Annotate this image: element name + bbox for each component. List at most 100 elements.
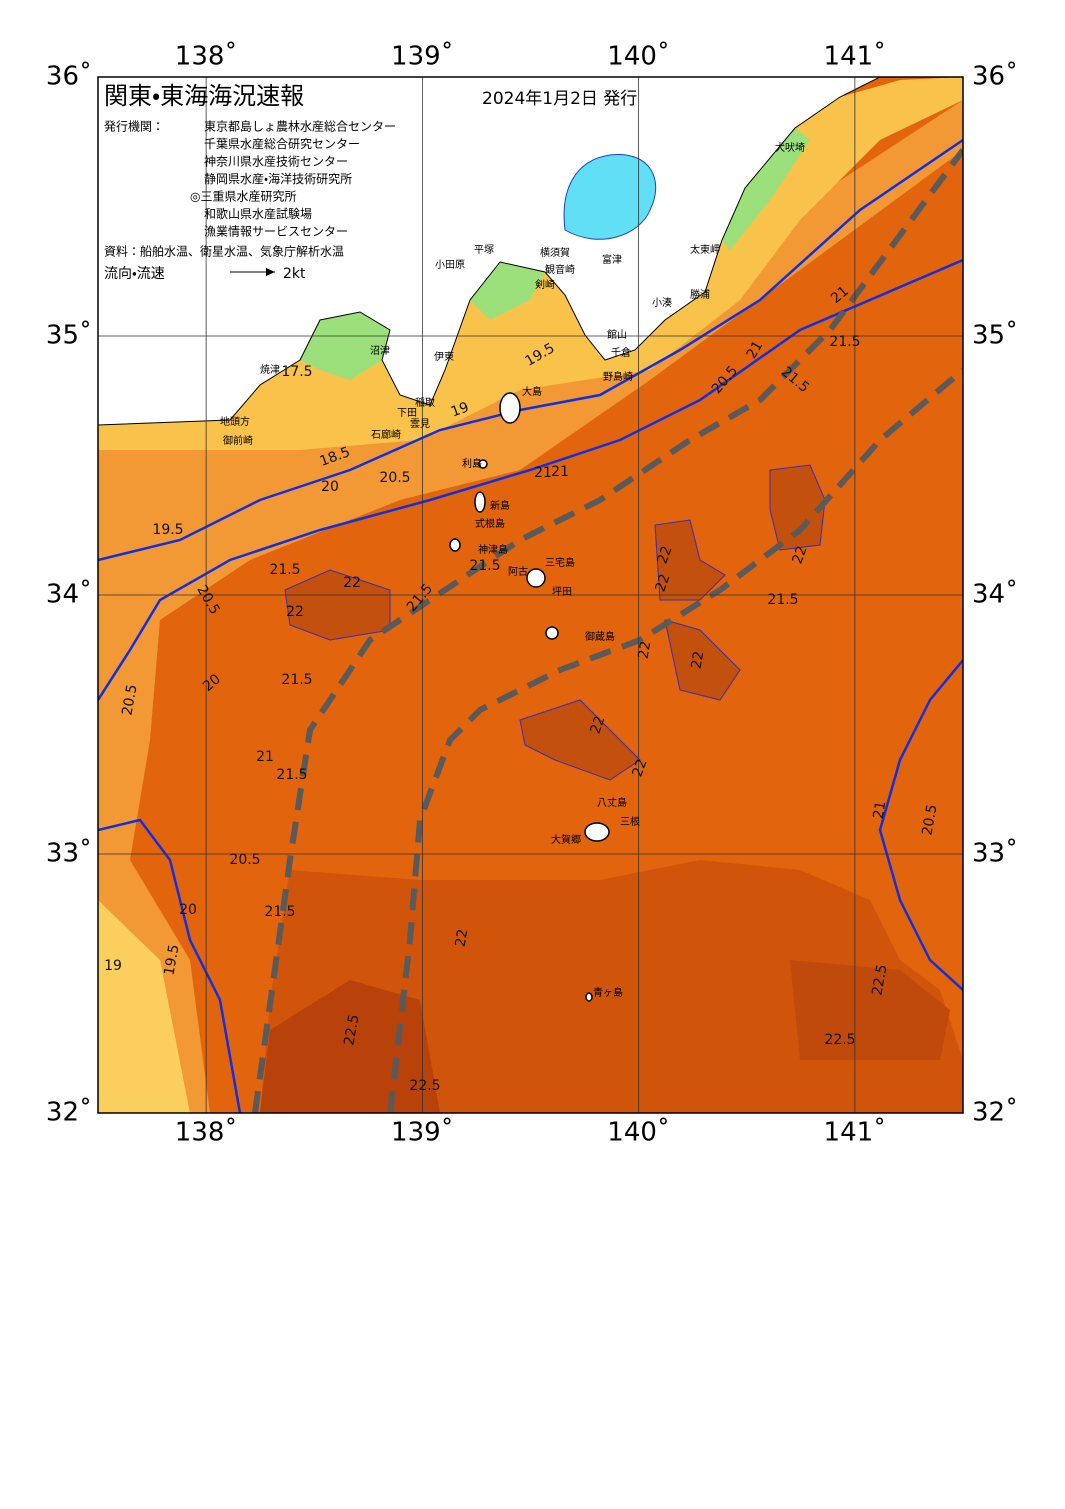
isotherm [98,258,963,701]
place-name: 剣崎 [535,278,555,291]
place-name: 小湊 [652,296,672,309]
warmest-area [790,960,950,1060]
place-name: 太東岬 [690,243,720,256]
place-name: 小田原 [435,259,465,271]
contour-label: 19.5 [152,522,183,538]
patch [664,619,741,701]
contour-label: 22 [689,650,708,670]
lat-label: 35˚ [972,321,1018,351]
lat-label: 32˚ [46,1098,92,1128]
patch [769,464,826,551]
place-name: 沼津 [370,344,390,357]
island [545,626,559,640]
contour-label: 21.5 [829,334,860,350]
place-name: 新島 [490,499,510,512]
place-name: 富津 [602,253,622,266]
contour-label: 21.5 [767,592,798,608]
coastal-cold [300,312,390,380]
contour-label: 19 [104,958,122,974]
issue-date: 2024年1月2日 発行 [482,89,637,109]
contour-label: 21.5 [264,904,295,920]
contour-label: 20.5 [229,852,260,868]
isotherm [98,818,242,1113]
issuer: 漁業情報サービスセンター [204,225,348,239]
lon-label: 140˚ [607,42,670,72]
isotherms [98,138,963,1113]
lat-label: 35˚ [46,321,92,351]
place-name: 犬吠埼 [775,141,805,154]
lon-label: 139˚ [391,1118,454,1148]
place-name: 横須賀 [540,246,570,259]
contour-label: 22.5 [869,963,890,996]
island [474,491,486,513]
contour-label: 21.5 [269,562,300,578]
contour-label: 20 [321,479,339,495]
lat-label: 36˚ [46,62,92,92]
place-name: 稲取 [415,397,435,409]
place-name: 千倉 [611,347,631,359]
contour-label: 22 [343,575,361,591]
island [584,822,610,842]
source: 資料：船舶水温、衛星水温、気象庁解析水温 [104,244,344,259]
place-name: 大賀郷 [551,833,581,846]
legend-unit: 2kt [283,266,306,282]
place-name: 地頭方 [220,415,250,428]
contour-label: 20.5 [119,683,140,716]
island [526,568,546,588]
place-name: 利島 [462,457,482,470]
lon-label: 138˚ [175,1118,238,1148]
lat-label: 36˚ [972,62,1018,92]
contour-label: 22 [629,757,650,779]
graticule [98,77,963,1113]
contour-label: 17.5 [281,364,312,380]
issuer: 千葉県水産総合研究センター [204,136,360,151]
legend-arrowhead [266,268,275,276]
frame [97,76,964,1114]
lon-label: 141˚ [824,42,887,72]
place-name: 焼津 [260,364,280,376]
legend-label: 流向・流速 [104,266,165,282]
coastal-cold [722,128,810,250]
contour-label: 22 [636,640,655,660]
issuer-label: 発行機関： [104,120,164,134]
place-name: 雲見 [410,418,430,430]
place-name: 坪田 [552,585,572,598]
place-name: 大島 [522,385,542,398]
place-name: 石廊崎 [371,428,401,441]
issuer: 和歌山県水産試験場 [204,206,312,221]
contour-label: 22 [286,604,304,620]
contour-label: 20 [179,902,197,918]
lon-label: 141˚ [824,1118,887,1148]
contour-label: 22.5 [409,1078,440,1094]
contour-label: 21 [871,800,890,820]
contour-label: 21.5 [276,767,307,783]
island [585,992,593,1002]
contour-label: 19 [449,399,471,420]
patch [654,519,726,601]
warm-area [260,860,963,1113]
place-name: 三宅島 [545,556,575,569]
contour-label: 21.5 [469,558,500,574]
place-name: 勝浦 [690,288,710,301]
place-name: 阿古 [508,565,528,578]
place-name: 伊東 [434,350,454,363]
lon-label: 140˚ [607,1118,670,1148]
place-name: 平塚 [474,244,494,256]
lat-label: 33˚ [46,839,92,869]
place-name: 三根 [620,815,640,828]
contour-label: 21 [744,338,767,361]
warmest-area [260,980,440,1113]
contour-label: 22 [652,572,673,594]
lat-label: 33˚ [972,839,1018,869]
place-name: 八丈島 [597,796,627,809]
patch [519,699,641,781]
isotherm [878,659,963,991]
labels: 138˚ 138˚ 139˚ 139˚ 140˚ 140˚ 141˚ 141˚ 32˚ 32˚ 33… [46,42,1018,1148]
contour-label: 22 [453,928,472,948]
contour-label: 21.5 [281,672,312,688]
contour-label: 22 [789,544,810,566]
title: 関東・東海海況速報 [104,82,304,110]
lon-label: 139˚ [391,42,454,72]
lon-label: 138˚ [175,42,238,72]
